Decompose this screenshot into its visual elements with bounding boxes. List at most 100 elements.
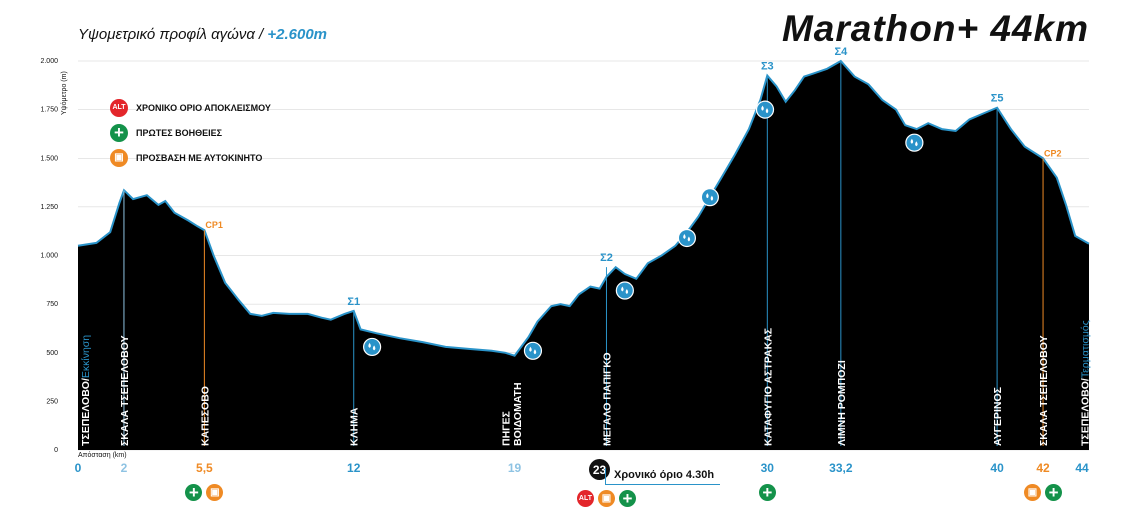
water-drop-glyph: [368, 342, 376, 351]
location-name: ΚΛΗΜΑ: [349, 407, 361, 446]
x-axis-label: Απόσταση (km): [78, 452, 127, 459]
location-label: ΚΑΠΕΣΟΒΟ: [199, 386, 211, 446]
water-drop-icon: [615, 281, 634, 300]
water-drop-icon: [700, 188, 719, 207]
location-label: ΛΙΜΝΗ ΡΟΜΠΟΖΙ: [836, 360, 848, 446]
car-access-icon: ▣: [110, 148, 128, 167]
location-label: ΣΚΑΛΑ ΤΣΕΠΕΛΟΒΟΥ: [119, 335, 131, 446]
water-drop-glyph: [529, 346, 537, 355]
legend-item-alt: ALT ΧΡΟΝΙΚΟ ΟΡΙΟ ΑΠΟΚΛΕΙΣΜΟΥ: [110, 95, 271, 120]
distance-label: 40: [990, 461, 1004, 475]
distance-label: 12: [347, 461, 361, 475]
distance-label: 5,5: [196, 461, 213, 475]
location-labels: ΤΣΕΠΕΛΟΒΟ/Εκκίνηση ΣΚΑΛΑ ΤΣΕΠΕΛΟΒΟΥ ΚΑΠΕΣΟ…: [80, 320, 1092, 446]
alt-icon: ALT: [576, 490, 594, 507]
first-aid-icon: +: [185, 484, 203, 501]
distance-labels: 0 2 5,5 12 19 30 33,2 40 42 44: [75, 461, 1089, 475]
location-label: ΣΚΑΛΑ ΤΣΕΠΕΛΟΒΟΥ: [1038, 335, 1050, 446]
water-drop-icon: [363, 337, 382, 357]
car-access-icon: ▣: [597, 490, 615, 507]
water-drop-glyph: [910, 138, 918, 147]
marker-label: Σ4: [834, 46, 848, 58]
service-group: + ▣: [185, 484, 224, 501]
water-drop-icon: [905, 133, 924, 152]
location-name: ΤΣΕΠΕΛΟΒΟ/: [1079, 378, 1091, 446]
distance-label: 2: [121, 461, 128, 475]
water-drop-icon: [523, 341, 543, 360]
subtitle-text: Υψομετρικό προφίλ αγώνα /: [78, 26, 268, 43]
marker-label: Σ2: [600, 252, 613, 264]
alt-icon: ALT: [110, 98, 128, 117]
marker-label: Σ3: [761, 61, 774, 73]
y-tick-label: 2.000: [40, 58, 58, 65]
location-label: ΠΗΓΕΣ: [500, 411, 512, 446]
location-name: ΜΕΓΑΛΟ ΠΑΠΙΓΚΟ: [601, 352, 613, 446]
location-name: ΤΣΕΠΕΛΟΒΟ/: [80, 378, 92, 446]
location-name: ΒΟΙΔΟΜΑΤΗ: [512, 382, 524, 446]
distance-label: 44: [1075, 461, 1089, 475]
elevation-outline: [77, 59, 1090, 357]
y-tick-label: 1.750: [40, 107, 58, 114]
car-access-icon: ▣: [206, 484, 224, 501]
location-label: ΑΥΓΕΡΙΝΟΣ: [992, 387, 1004, 446]
elevation-profile: [77, 59, 1090, 450]
first-aid-icon: +: [758, 484, 776, 501]
location-name: ΑΥΓΕΡΙΝΟΣ: [992, 387, 1004, 446]
location-accent: Τερματισμός: [1079, 320, 1091, 378]
water-points: [363, 100, 924, 360]
y-tick-label: 1.250: [40, 204, 58, 211]
cutoff-time-label: Χρονικό όριο 4.30h: [605, 468, 721, 485]
y-axis-label: Υψόμετρο (m): [61, 71, 68, 115]
water-drop-glyph: [621, 286, 629, 295]
water-drop-glyph: [706, 193, 714, 201]
location-label: ΤΣΕΠΕΛΟΒΟ/Εκκίνηση: [80, 335, 92, 446]
y-tick-label: 750: [46, 301, 58, 308]
distance-label: 33,2: [829, 461, 853, 475]
location-name: ΚΑΤΑΦΥΓΙΟ ΑΣΤΡΑΚΑΣ: [762, 328, 774, 446]
water-drop-icon: [755, 100, 775, 119]
service-group: ALT ▣ +: [576, 490, 636, 507]
location-label: ΤΣΕΠΕΛΟΒΟ/Τερματισμός: [1079, 320, 1091, 446]
service-group: ▣ +: [1024, 484, 1063, 501]
marker-label: Σ5: [991, 93, 1004, 105]
location-name: ΣΚΑΛΑ ΤΣΕΠΕΛΟΒΟΥ: [1038, 335, 1050, 446]
location-label: ΚΛΗΜΑ: [349, 407, 361, 446]
water-drop-icon: [677, 228, 696, 248]
location-label: ΚΑΤΑΦΥΓΙΟ ΑΣΤΡΑΚΑΣ: [762, 328, 774, 446]
legend: ALT ΧΡΟΝΙΚΟ ΟΡΙΟ ΑΠΟΚΛΕΙΣΜΟΥ + ΠΡΩΤΕΣ ΒΟ…: [110, 95, 271, 170]
distance-label: 30: [761, 461, 775, 475]
distance-label: 42: [1036, 461, 1050, 475]
water-drop-glyph: [683, 233, 691, 242]
location-name: ΚΑΠΕΣΟΒΟ: [199, 386, 211, 446]
elevation-gain: +2.600m: [267, 26, 328, 43]
legend-label: ΠΡΩΤΕΣ ΒΟΗΘΕΙΕΣ: [136, 127, 223, 138]
legend-item-first-aid: + ΠΡΩΤΕΣ ΒΟΗΘΕΙΕΣ: [110, 120, 271, 145]
y-tick-label: 1.500: [40, 155, 58, 162]
legend-label: ΧΡΟΝΙΚΟ ΟΡΙΟ ΑΠΟΚΛΕΙΣΜΟΥ: [136, 102, 271, 113]
location-label: ΒΟΙΔΟΜΑΤΗ: [512, 382, 524, 446]
location-name: ΠΗΓΕΣ: [500, 411, 512, 446]
location-name: ΣΚΑΛΑ ΤΣΕΠΕΛΟΒΟΥ: [119, 335, 131, 446]
location-accent: Εκκίνηση: [80, 335, 92, 378]
legend-label: ΠΡΟΣΒΑΣΗ ΜΕ ΑΥΤΟΚΙΝΗΤΟ: [136, 152, 263, 163]
legend-item-car-access: ▣ ΠΡΟΣΒΑΣΗ ΜΕ ΑΥΤΟΚΙΝΗΤΟ: [110, 145, 271, 170]
car-access-icon: ▣: [1024, 484, 1042, 501]
first-aid-icon: +: [110, 123, 128, 142]
y-tick-label: 1.000: [40, 253, 58, 260]
first-aid-icon: +: [1045, 484, 1063, 501]
marker-label: CP2: [1044, 148, 1062, 158]
location-label: ΜΕΓΑΛΟ ΠΑΠΙΓΚΟ: [601, 352, 613, 446]
location-lines: [123, 61, 1044, 446]
chart-subtitle: Υψομετρικό προφίλ αγώνα / +2.600m: [78, 26, 327, 43]
distance-label: 19: [508, 461, 522, 475]
first-aid-icon: +: [618, 490, 636, 507]
cutoff-km-badge: 23: [589, 459, 610, 480]
y-tick-labels: 0 250 500 750 1.000 1.250 1.500 1.750 2.000: [40, 58, 58, 454]
marker-label: CP1: [205, 220, 223, 230]
elevation-area: [78, 61, 1089, 450]
water-drop-glyph: [761, 105, 769, 114]
chart-title: Marathon+ 44km: [781, 8, 1089, 49]
y-tick-label: 0: [54, 447, 58, 454]
station-markers: CP1 Σ1 Σ2 Σ3 Σ4 Σ5 CP2: [205, 46, 1061, 308]
